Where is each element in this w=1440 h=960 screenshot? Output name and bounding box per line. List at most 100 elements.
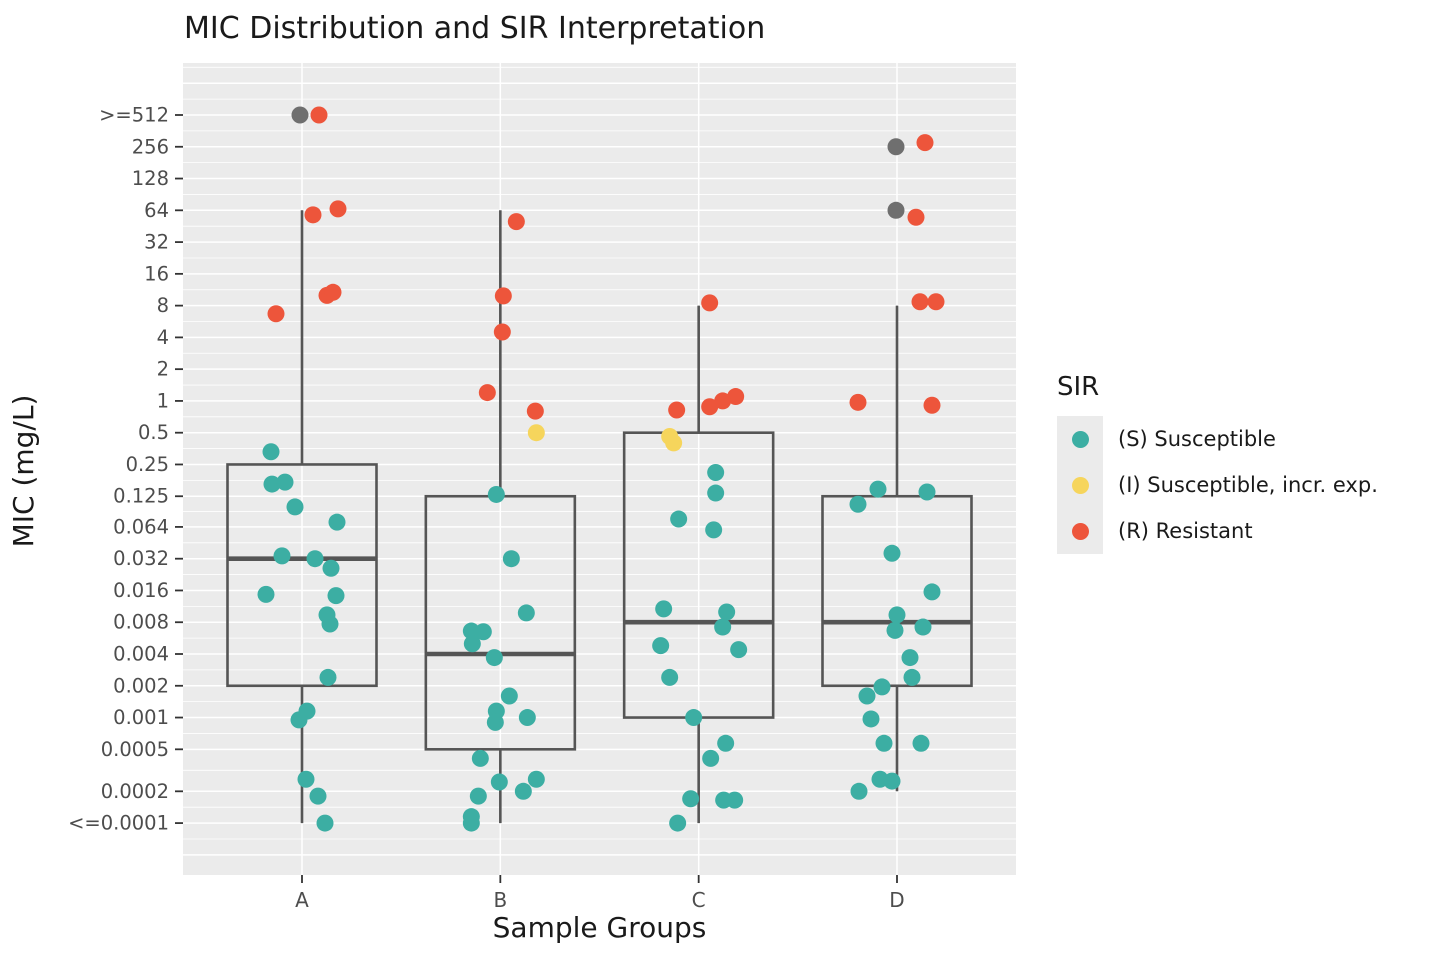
y-tick-label: 0.004 [113,643,169,666]
legend-key [1057,416,1103,462]
legend-title: SIR [1057,372,1100,402]
y-tick-label: 2 [157,358,169,381]
mic-point-S [486,713,504,731]
mic-point-S [730,641,748,659]
y-tick-label: <=0.0001 [68,812,169,835]
increased-exposure-dot-icon [1071,476,1089,494]
x-axis-title-text: Sample Groups [492,911,707,944]
mic-point-R [916,134,934,152]
mic-point-R [310,106,328,124]
legend-key [1057,462,1103,508]
mic-point-S [462,814,480,832]
y-tick-label: 128 [132,167,169,190]
mic-point-S [883,772,901,790]
mic-point-S [707,463,725,481]
mic-point-S [517,604,535,622]
mic-point-S [918,483,936,501]
mic-point-S [705,521,723,539]
mic-point-R [927,293,945,311]
mic-point-S [717,734,735,752]
mic-point-S [485,649,503,667]
y-tick-label: >=512 [99,104,169,127]
mic-point-S [328,513,346,531]
mic-point-S [869,480,887,498]
mic-point-S [487,485,505,503]
mic-point-S [273,547,291,565]
resistant-dot-icon [1071,522,1089,540]
susceptible-dot-icon [1071,430,1089,448]
mic-point-I [527,424,545,442]
y-tick-label: 0.002 [113,674,169,697]
box-A [226,463,378,688]
panel-background [183,63,1016,875]
mic-point-S [262,443,280,461]
x-tick-label: C [692,888,706,912]
y-tick-label: 0.064 [113,515,169,538]
mic-point-S [469,787,487,805]
mic-point-S [923,583,941,601]
y-tick-label: 0.125 [113,485,169,508]
mic-point-S [500,687,518,705]
y-tick-label: 8 [157,294,169,317]
x-tick-label: D [889,888,904,912]
mic-point-S [297,770,315,788]
mic-point-S [661,668,679,686]
mic-point-S [462,622,480,640]
mic-point-S [912,734,930,752]
mic-point-S [518,709,536,727]
y-tick-label: 4 [157,326,169,349]
y-axis-title: MIC (mg/L) [7,394,40,548]
y-tick-label: 16 [144,262,169,285]
mic-point-S [685,709,703,727]
mic-point-R [478,384,496,402]
mic-point-S [527,770,545,788]
mic-point-S [702,749,720,767]
y-tick-label: 0.0002 [101,780,169,803]
box-D [821,494,973,688]
legend-entry-increased-exposure: (I) Susceptible, incr. exp. [1057,462,1378,508]
chart-title: MIC Distribution and SIR Interpretation [184,11,766,46]
y-tick-label: 0.0005 [101,738,169,761]
mic-point-S [670,510,688,528]
legend-entry-susceptible: (S) Susceptible [1057,416,1378,462]
mic-point-S [888,606,906,624]
mic-point-S [849,495,867,513]
x-axis-title: Sample Groups [0,911,1016,944]
mic-point-R [714,392,732,410]
mic-point-NA [887,138,905,156]
legend-label-increased-exposure: (I) Susceptible, incr. exp. [1118,473,1378,497]
mic-point-S [862,710,880,728]
mic-point-S [306,550,324,568]
y-tick-label: 256 [132,135,169,158]
mic-point-R [911,293,929,311]
mic-point-S [914,618,932,636]
mic-point-S [886,621,904,639]
x-tick-label: A [295,888,309,912]
mic-point-NA [291,106,309,124]
mic-point-R [923,396,941,414]
mic-point-S [321,615,339,633]
mic-point-S [257,585,275,603]
mic-point-S [286,498,304,516]
mic-point-S [714,618,732,636]
mic-point-R [849,393,867,411]
y-tick-label: 64 [144,199,169,222]
mic-point-NA [887,201,905,219]
mic-point-S [290,711,308,729]
mic-point-S [502,550,520,568]
mic-point-S [316,814,334,832]
mic-point-R [727,388,745,406]
legend-label-resistant: (R) Resistant [1118,519,1253,543]
legend-entry-resistant: (R) Resistant [1057,508,1378,554]
y-tick-label: 1 [157,389,169,412]
mic-point-S [471,749,489,767]
mic-point-S [276,473,294,491]
mic-point-S [327,587,345,605]
mic-point-R [493,323,511,341]
mic-point-S [883,544,901,562]
legend-key [1057,508,1103,554]
y-tick-label: 0.016 [113,579,169,602]
mic-point-S [901,649,919,667]
y-tick-label: 0.032 [113,547,169,570]
mic-point-S [707,484,725,502]
